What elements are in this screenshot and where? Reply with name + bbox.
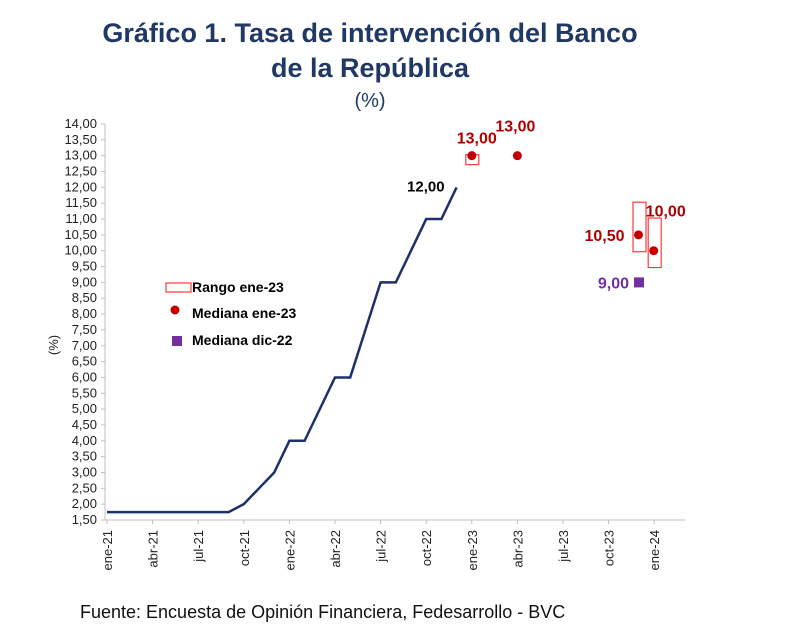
x-tick-label: ene-24 <box>647 530 662 570</box>
legend-median-dic22-swatch <box>172 336 182 346</box>
legend-median-ene23-swatch <box>170 305 180 315</box>
y-axis-label: (%) <box>46 335 61 355</box>
y-tick-label: 3,00 <box>72 464 97 479</box>
y-tick-label: 8,50 <box>72 290 97 305</box>
y-tick-label: 12,50 <box>64 164 97 179</box>
chart-subtitle: (%) <box>354 90 386 112</box>
y-tick-label: 10,50 <box>64 227 97 242</box>
y-tick-label: 13,00 <box>64 148 97 163</box>
y-tick-label: 2,00 <box>72 496 97 511</box>
y-tick-label: 9,00 <box>72 274 97 289</box>
y-tick-label: 9,50 <box>72 259 97 274</box>
median-ene23-label: 13,00 <box>495 119 535 136</box>
range-box <box>647 217 662 269</box>
median-ene23-point <box>512 151 522 161</box>
y-tick-label: 3,50 <box>72 449 97 464</box>
y-tick-label: 5,00 <box>72 401 97 416</box>
x-tick-label: abr-21 <box>146 530 161 568</box>
x-tick-label: jul-23 <box>556 530 571 563</box>
y-tick-label: 8,00 <box>72 306 97 321</box>
chart-title-line2: de la República <box>270 53 470 83</box>
x-tick-label: ene-21 <box>100 530 115 570</box>
legend-label: Mediana dic-22 <box>192 332 293 348</box>
median-ene23-point <box>467 151 477 161</box>
median-ene23-label: 10,50 <box>584 228 624 245</box>
chart-title-line1: Gráfico 1. Tasa de intervención del Banc… <box>102 18 638 48</box>
range-box <box>632 201 647 253</box>
y-tick-label: 11,50 <box>65 195 97 210</box>
x-tick-label: ene-22 <box>282 530 297 570</box>
y-tick-label: 6,00 <box>72 369 97 384</box>
x-tick-label: oct-22 <box>419 530 434 566</box>
median-ene23-point <box>649 246 659 256</box>
y-tick-label: 2,50 <box>72 480 97 495</box>
median-dic22-point <box>634 277 644 288</box>
y-tick-label: 4,00 <box>72 433 97 448</box>
median-ene23-label: 10,00 <box>646 204 686 221</box>
median-ene23-label: 13,00 <box>457 131 497 148</box>
legend-range-swatch <box>165 282 192 293</box>
y-tick-label: 7,00 <box>72 338 97 353</box>
legend-label: Mediana ene-23 <box>192 305 296 321</box>
median-dic22-label: 9,00 <box>598 275 629 292</box>
y-tick-label: 1,50 <box>72 512 97 527</box>
x-tick-label: oct-23 <box>602 530 617 566</box>
median-ene23-point <box>634 230 643 240</box>
legend-label: Rango ene-23 <box>192 279 284 295</box>
x-tick-label: abr-22 <box>328 530 343 568</box>
y-tick-label: 13,50 <box>64 132 97 147</box>
y-tick-label: 6,50 <box>72 354 97 369</box>
source-note: Fuente: Encuesta de Opinión Financiera, … <box>80 602 566 622</box>
y-tick-label: 12,00 <box>64 179 97 194</box>
y-tick-label: 11,00 <box>65 211 97 226</box>
x-tick-label: jul-22 <box>374 530 389 563</box>
y-tick-label: 7,50 <box>72 322 97 337</box>
x-tick-label: ene-23 <box>465 530 480 570</box>
y-tick-label: 10,00 <box>64 243 97 258</box>
y-tick-label: 5,50 <box>72 385 97 400</box>
line-end-label: 12,00 <box>407 178 445 195</box>
x-tick-label: jul-21 <box>191 530 206 563</box>
y-tick-label: 4,50 <box>72 417 97 432</box>
y-tick-label: 14,00 <box>64 116 97 131</box>
x-tick-label: oct-21 <box>237 530 252 566</box>
x-tick-label: abr-23 <box>510 530 525 568</box>
rate-line <box>107 186 458 514</box>
